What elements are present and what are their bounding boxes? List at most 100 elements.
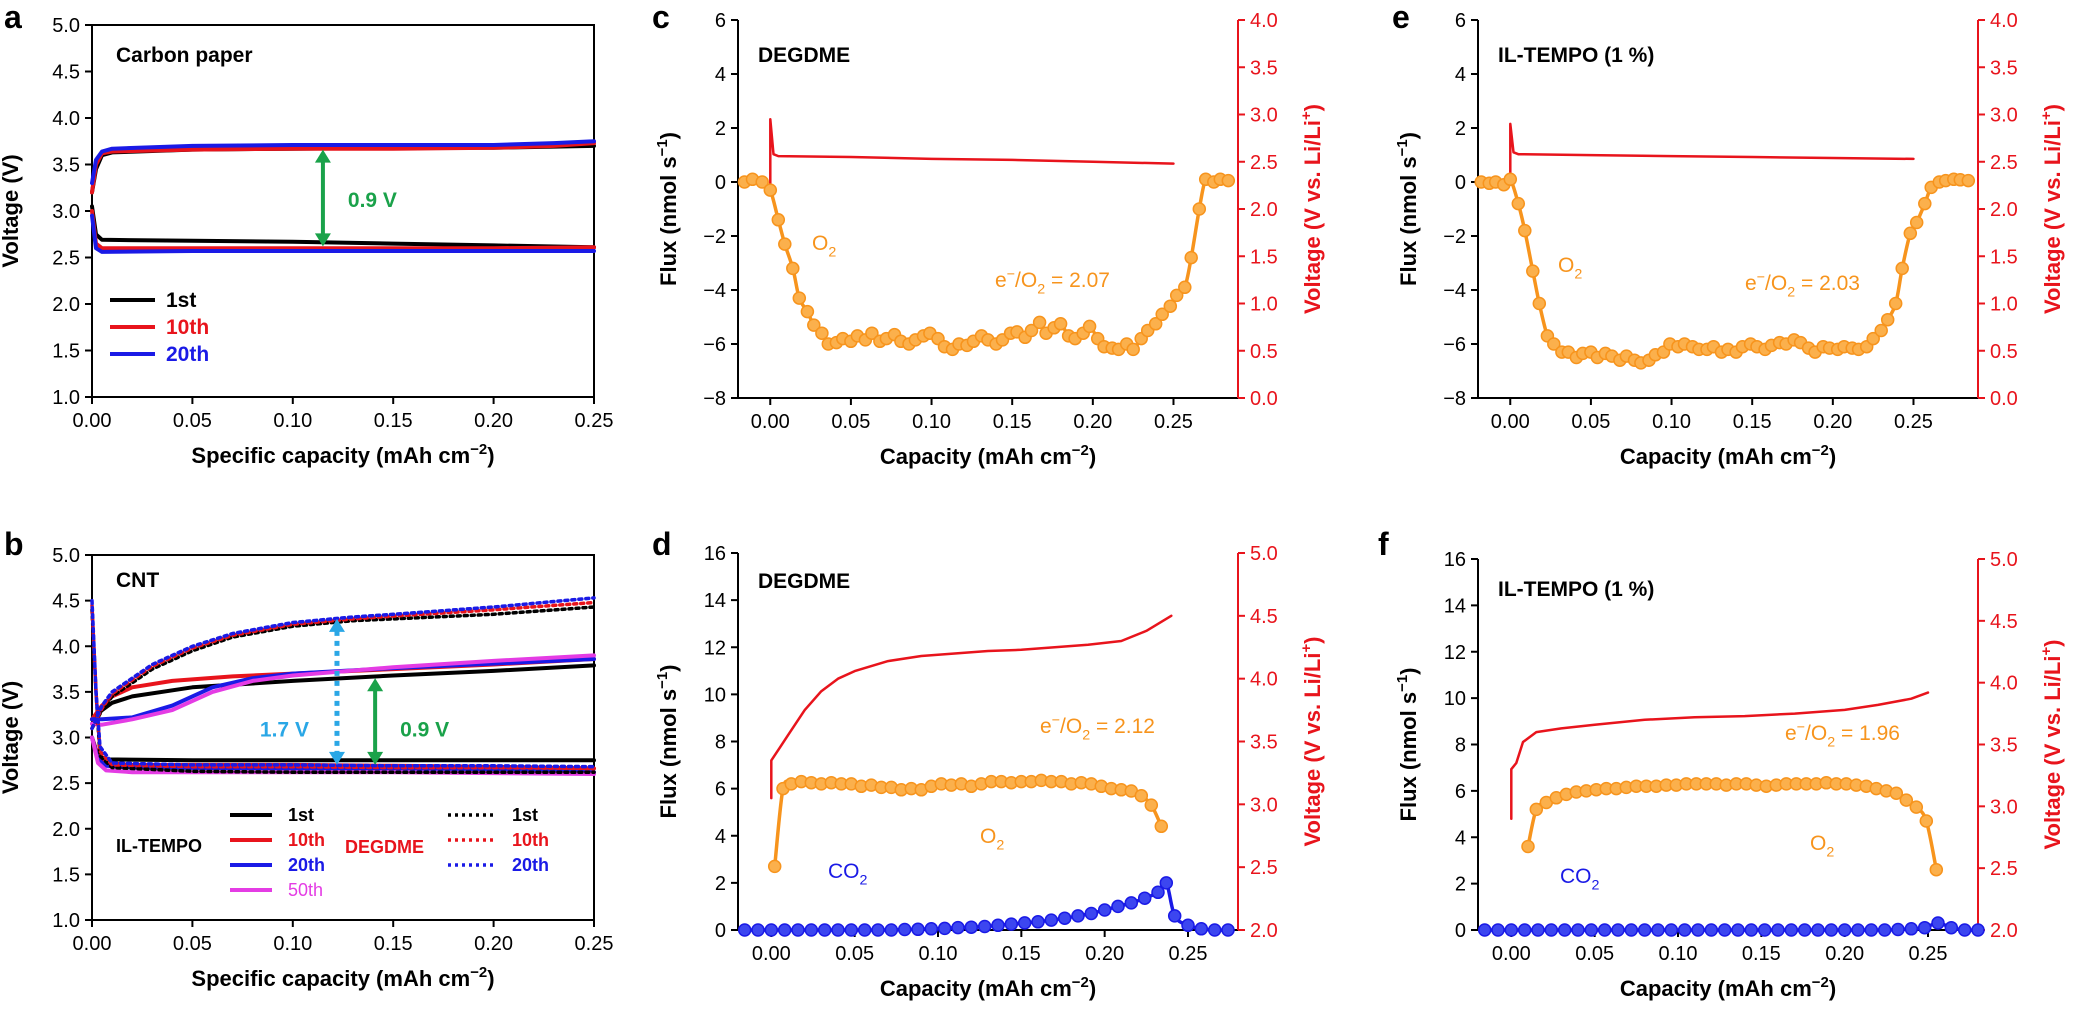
gap-label: 0.9 V <box>400 718 449 741</box>
text-span: −2 <box>1812 442 1829 459</box>
y-tick-label: 1.0 <box>52 910 80 932</box>
text-span: ) <box>1300 636 1325 643</box>
text-span: Capacity (mAh <box>1620 444 1780 469</box>
y-tick-label: −6 <box>1443 334 1466 356</box>
plot-frame <box>91 24 595 398</box>
co2-flux-point <box>897 922 912 937</box>
panel-title: DEGDME <box>758 44 850 67</box>
co2-flux-point <box>1677 923 1692 937</box>
co2-flux-point <box>1531 923 1545 937</box>
y-tick-label: 4.5 <box>52 591 80 613</box>
x-tick-label: 0.10 <box>273 933 312 955</box>
text-span: Flux (nmol <box>656 169 681 286</box>
co2-flux-point <box>1944 920 1959 935</box>
y-axis-label: Flux (nmol s−1) <box>1394 132 1421 286</box>
arrow-head <box>328 751 345 765</box>
o2-flux-point <box>865 326 879 340</box>
co2-flux-point <box>1111 899 1125 914</box>
o2-flux-point <box>1866 331 1880 346</box>
text-span: s <box>1396 156 1421 168</box>
co2-flux-point <box>1704 923 1719 937</box>
panel-title: IL-TEMPO (1 %) <box>1498 578 1654 601</box>
co2-flux-point <box>1057 911 1072 925</box>
co2-flux-point <box>1044 913 1059 927</box>
panel-title: DEGDME <box>758 570 850 593</box>
o2-flux-point <box>1888 296 1903 311</box>
text-span: + <box>2038 647 2055 656</box>
y-tick-label: 4 <box>1455 827 1466 849</box>
y2-tick-label: 3.0 <box>1250 105 1278 127</box>
o2-flux-point <box>1024 323 1039 338</box>
co2-flux-point <box>1664 923 1679 937</box>
y-tick-label: −6 <box>703 334 726 356</box>
voltage-curve <box>90 204 596 250</box>
y2-tick-label: 3.0 <box>1990 796 2018 818</box>
voltage-curve <box>90 598 596 769</box>
gap-label-dotted: 1.7 V <box>260 718 309 741</box>
x-tick-label: 0.15 <box>1733 411 1772 433</box>
y2-tick-label: 3.5 <box>1250 732 1278 754</box>
text-span: = 2.07 <box>1045 269 1110 292</box>
text-span: ) <box>656 132 681 139</box>
co2-flux-point <box>1957 923 1972 937</box>
text-span: Voltage (V vs. Li/ <box>1300 672 1325 846</box>
x-tick-label: 0.25 <box>1909 943 1948 965</box>
text-span: Specific capacity (mAh <box>191 966 438 991</box>
o2-flux-point <box>1148 317 1163 331</box>
o2-flux-point <box>815 326 829 340</box>
x-axis-label: Specific capacity (mAh cm−2) <box>191 964 494 991</box>
text-span: ) <box>2040 639 2065 646</box>
y-tick-label: −8 <box>1443 388 1466 410</box>
y-tick-label: 4.5 <box>52 62 80 84</box>
co2-flux-point <box>1504 923 1519 937</box>
legend-label: 1st <box>512 805 538 825</box>
o2-flux-point <box>792 291 807 305</box>
o2-flux-point <box>1192 202 1207 216</box>
legend-label: 20th <box>166 343 209 366</box>
co2-flux-point <box>817 923 832 937</box>
y-tick-label: 2.5 <box>52 773 80 795</box>
y-tick-label: 2 <box>1455 118 1466 140</box>
y-tick-label: −2 <box>703 226 726 248</box>
o2-flux-point <box>1918 196 1932 211</box>
o2-flux-point <box>1184 250 1198 265</box>
y-tick-label: 1.5 <box>52 341 80 363</box>
text-span: 2 <box>1787 284 1795 300</box>
co2-flux-point <box>1784 923 1799 937</box>
arrow-head <box>314 233 331 247</box>
text-span: Voltage (V) <box>0 154 23 267</box>
x-tick-label: 0.20 <box>474 410 513 432</box>
x-tick-label: 0.05 <box>173 410 212 432</box>
y2-tick-label: 4.0 <box>1250 669 1278 691</box>
text-span: e <box>1745 272 1757 295</box>
x-tick-label: 0.15 <box>1002 943 1041 965</box>
y-tick-label: 0 <box>715 172 726 194</box>
y2-tick-label: 1.0 <box>1990 294 2018 316</box>
co2-label: CO2 <box>1560 865 1600 893</box>
co2-flux-point <box>1917 920 1932 935</box>
y2-axis-label: Voltage (V vs. Li/Li+) <box>1298 104 1325 314</box>
text-span: ) <box>487 966 494 991</box>
text-span: s <box>656 156 681 168</box>
y-tick-label: 4 <box>715 64 726 86</box>
legend-label: 10th <box>288 830 325 850</box>
y-tick-label: 4.0 <box>52 636 80 658</box>
y-tick-label: 2 <box>1455 874 1466 896</box>
o2-flux-line <box>1480 176 1969 365</box>
voltage-curve <box>1510 691 1930 820</box>
co2-flux-point <box>1517 923 1532 937</box>
y2-tick-label: 5.0 <box>1250 543 1278 565</box>
text-span: + <box>1298 644 1315 653</box>
text-span: Voltage (V) <box>0 681 23 794</box>
ratio-label: e−/O2 = 2.12 <box>1040 713 1155 744</box>
panel-b: 0.00 0.05 0.10 0.15 0.20 0.25 1.0 1.5 2.0 2.5 3.0 3… <box>0 526 613 991</box>
y2-axis-label: Voltage (V vs. Li/Li+) <box>1298 636 1325 846</box>
panel-e: 0.00 0.05 0.10 0.15 0.20 0.25−8−6−4−202460.00… <box>1392 0 2065 469</box>
y-tick-label: 4.0 <box>52 108 80 130</box>
panel-f: 0.00 0.05 0.10 0.15 0.20 0.25 0 2 4 6 8 10 12 14 16 2.0… <box>1378 526 2065 1001</box>
x-tick-label: 0.05 <box>835 943 874 965</box>
y-tick-label: 2 <box>715 118 726 140</box>
co2-flux-point <box>1864 923 1879 937</box>
text-span: O <box>1811 722 1827 745</box>
voltage-curve <box>769 117 1175 187</box>
